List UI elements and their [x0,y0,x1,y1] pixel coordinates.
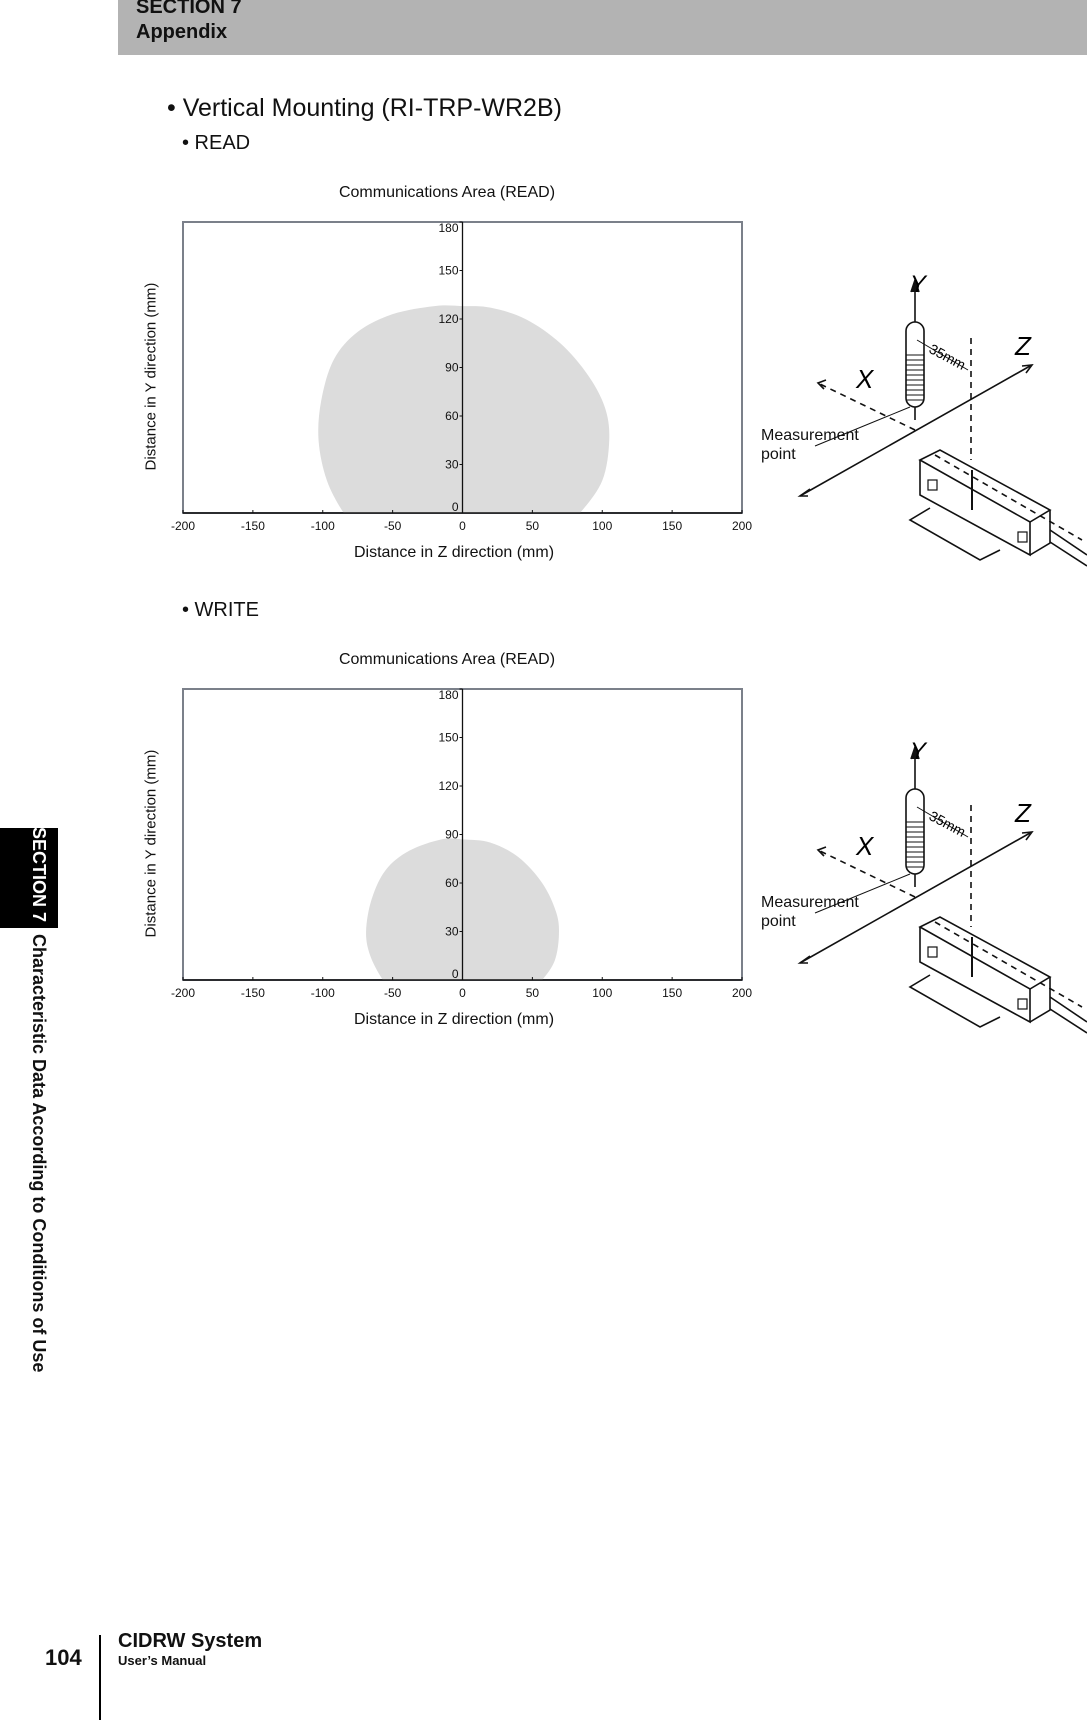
y-tick-label: 120 [438,312,458,326]
y-axis-letter: Y [910,738,928,765]
x-tick-label: 100 [592,519,612,533]
x-tick-label: 0 [459,519,466,533]
read-subheading: • READ [182,132,251,154]
y-tick-label: 30 [445,458,459,472]
mounting-diagram-write: Y Z X 35mm Measurement point [760,737,1087,1057]
page-number: 104 [45,1645,82,1670]
z-axis-letter: Z [1014,798,1032,828]
section-title: Appendix [136,21,228,43]
measurement-label-line1: Measurement [761,894,859,911]
y-tick-label: 60 [445,876,459,890]
measurement-label-line2: point [761,913,796,930]
section-header: SECTION 7 Appendix [118,0,1087,55]
x-tick-label: 150 [662,986,682,1000]
write-area-chart: -200 -150 -100 -50 0 50 100 150 200 0 30 60 90 120 150… [171,688,752,1000]
mounting-diagram-read: Y Z X 35mm Measurement point [760,270,1087,590]
y-tick-label: 0 [452,500,459,514]
antenna-coordinate-icon: Y Z X 35mm [797,738,1087,1034]
distance-label: 35mm [927,341,969,373]
antenna-coordinate-icon: Y Z X 35mm [797,271,1087,567]
chart-title: Communications Area (READ) [338,651,556,668]
measurement-label-line2: point [761,446,796,463]
y-tick-label: 0 [452,967,459,981]
x-tick-label: -150 [241,519,265,533]
x-tick-label: -50 [384,519,402,533]
y-tick-label: 30 [445,925,459,939]
measurement-point-label: Measurement point [761,426,859,464]
read-area-chart: -200 -150 -100 -50 0 50 100 150 200 0 30 60 90 120 150… [171,221,752,533]
x-tick-label: 200 [732,519,752,533]
communication-area [318,305,610,513]
measurement-point-label: Measurement point [761,893,859,931]
x-tick-label: -200 [171,986,195,1000]
y-tick-label: 180 [438,221,458,235]
section-number: SECTION 7 [136,0,242,18]
y-axis-letter: Y [910,271,928,298]
page-heading: • Vertical Mounting (RI-TRP-WR2B) [167,94,562,122]
x-tick-label: 100 [592,986,612,1000]
x-axis-letter: X [855,364,875,394]
x-tick-label: 0 [459,986,466,1000]
x-axis-letter: X [855,831,875,861]
x-tick-label: 200 [732,986,752,1000]
side-tab-section: SECTION 7 [29,827,49,923]
y-tick-label: 180 [438,688,458,702]
y-tick-label: 120 [438,779,458,793]
x-tick-label: 50 [526,519,540,533]
z-axis-letter: Z [1014,331,1032,361]
x-tick-label: -200 [171,519,195,533]
y-tick-label: 90 [445,828,459,842]
y-tick-label: 150 [438,731,458,745]
section-side-tab: SECTION 7 [0,827,58,928]
x-axis-label: Distance in Z direction (mm) [353,544,555,561]
measurement-label-line1: Measurement [761,427,859,444]
x-tick-label: -100 [311,986,335,1000]
footer-divider [99,1635,101,1720]
write-subheading: • WRITE [182,599,259,621]
product-name: CIDRW System [118,1630,263,1652]
x-axis-label: Distance in Z direction (mm) [353,1011,555,1028]
x-tick-label: 50 [526,986,540,1000]
x-tick-label: -100 [311,519,335,533]
chart-title: Communications Area (READ) [338,184,556,201]
y-tick-label: 60 [445,409,459,423]
distance-label: 35mm [927,808,969,840]
side-tab-chapter: Characteristic Data According to Conditi… [29,934,49,1373]
y-tick-label: 90 [445,361,459,375]
document-name: User’s Manual [118,1653,207,1668]
y-tick-label: 150 [438,264,458,278]
x-tick-label: -50 [384,986,402,1000]
x-tick-label: -150 [241,986,265,1000]
x-tick-label: 150 [662,519,682,533]
